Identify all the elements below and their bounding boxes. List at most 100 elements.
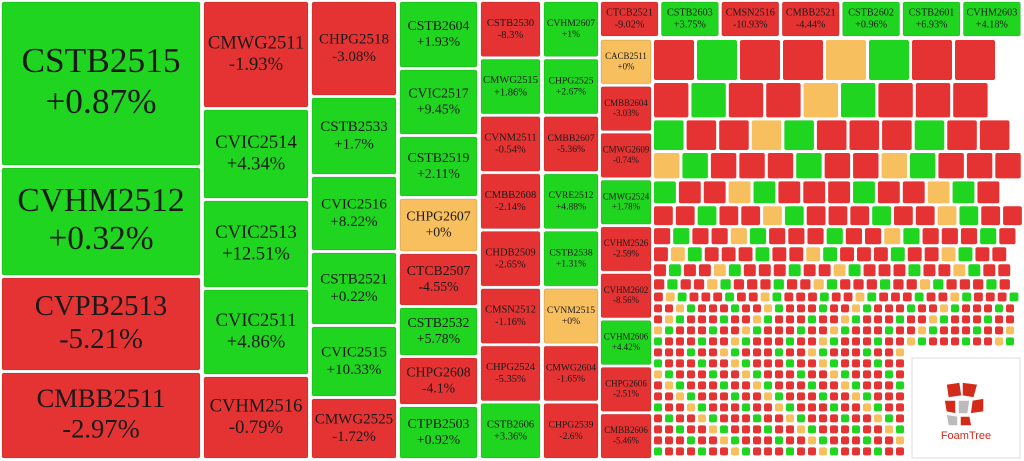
tile-name: CHPG2518 bbox=[319, 32, 389, 48]
minor-tile bbox=[885, 447, 893, 456]
minor-tile bbox=[786, 425, 794, 434]
tile-name: CMWG2511 bbox=[208, 33, 304, 54]
minor-tile bbox=[775, 414, 783, 423]
minor-tile bbox=[891, 292, 900, 302]
minor-tile bbox=[687, 247, 702, 262]
minor-tile bbox=[753, 447, 761, 456]
minor-tile bbox=[830, 414, 838, 423]
minor-tile bbox=[763, 206, 782, 226]
minor-tile bbox=[907, 304, 915, 313]
minor-tile bbox=[841, 370, 849, 379]
tile bbox=[399, 136, 478, 197]
tile-name: CMSN2516 bbox=[726, 8, 775, 19]
minor-tile bbox=[740, 40, 780, 80]
minor-tile bbox=[736, 292, 746, 302]
minor-tile bbox=[670, 247, 685, 262]
minor-tile bbox=[676, 436, 684, 445]
minor-tile bbox=[676, 425, 684, 434]
minor-tile bbox=[693, 279, 705, 290]
minor-tile bbox=[841, 348, 849, 357]
tile bbox=[203, 109, 309, 199]
minor-tile bbox=[786, 370, 794, 379]
tile-name: CVIC2515 bbox=[321, 345, 387, 361]
minor-tile bbox=[686, 120, 717, 150]
minor-tile bbox=[852, 436, 860, 445]
minor-tile bbox=[841, 414, 849, 423]
minor-tile bbox=[665, 348, 673, 357]
minor-tile bbox=[830, 447, 838, 456]
minor-tile bbox=[728, 264, 741, 277]
minor-tile bbox=[966, 152, 993, 179]
minor-tile bbox=[893, 264, 906, 277]
minor-tile bbox=[675, 206, 695, 226]
minor-tile bbox=[852, 326, 860, 335]
minor-tile bbox=[654, 40, 694, 80]
minor-tile bbox=[974, 292, 983, 302]
minor-tile bbox=[896, 315, 904, 324]
minor-tile bbox=[731, 370, 739, 379]
minor-tile bbox=[830, 403, 838, 412]
minor-tile bbox=[853, 279, 864, 290]
minor-tile bbox=[687, 425, 695, 434]
minor-tile bbox=[885, 381, 893, 390]
minor-tile bbox=[728, 181, 751, 204]
minor-tile bbox=[959, 206, 979, 226]
minor-tile bbox=[767, 152, 794, 179]
minor-tile bbox=[909, 152, 936, 179]
tile-name: CHPG2539 bbox=[549, 420, 594, 431]
minor-tile bbox=[678, 181, 701, 204]
minor-tile bbox=[742, 315, 750, 324]
minor-tile bbox=[808, 414, 816, 423]
minor-tile bbox=[845, 228, 863, 245]
minor-tile bbox=[720, 381, 728, 390]
minor-tile bbox=[947, 120, 977, 150]
minor-tile bbox=[786, 403, 794, 412]
tile-value: +1.7% bbox=[334, 136, 374, 152]
minor-tile bbox=[855, 292, 865, 302]
minor-tile bbox=[896, 337, 904, 346]
minor-tile bbox=[665, 425, 673, 434]
tile bbox=[399, 406, 478, 459]
minor-tile bbox=[753, 359, 761, 368]
minor-tile bbox=[808, 292, 817, 302]
minor-tile bbox=[828, 206, 848, 226]
tile-value: -10.93% bbox=[733, 19, 768, 30]
minor-tile bbox=[698, 304, 706, 313]
minor-tile bbox=[764, 392, 772, 401]
tile-name: CMWG2515 bbox=[483, 75, 538, 86]
minor-tile bbox=[1003, 206, 1022, 226]
minor-tile bbox=[654, 206, 673, 226]
minor-tile bbox=[885, 359, 893, 368]
tile bbox=[902, 1, 961, 37]
minor-tile bbox=[775, 403, 783, 412]
tile-value: -4.1% bbox=[422, 380, 455, 395]
minor-tile bbox=[741, 206, 761, 226]
minor-tile bbox=[938, 292, 948, 302]
tile-value: -1.65% bbox=[557, 373, 585, 384]
minor-tile bbox=[720, 279, 731, 290]
tile-name: CHPG2524 bbox=[486, 362, 536, 373]
minor-tile bbox=[676, 370, 684, 379]
minor-tile bbox=[840, 279, 851, 290]
minor-tile bbox=[818, 264, 831, 277]
minor-tile bbox=[946, 279, 957, 290]
minor-tile bbox=[707, 279, 718, 290]
tile-name: CVHM2512 bbox=[17, 182, 184, 219]
minor-tile bbox=[709, 315, 717, 324]
tile-name: CVHM2606 bbox=[604, 332, 649, 342]
minor-tile bbox=[676, 414, 684, 423]
minor-tile bbox=[999, 228, 1016, 245]
minor-tile bbox=[896, 414, 904, 423]
minor-tile bbox=[680, 279, 691, 290]
minor-tile bbox=[819, 447, 827, 456]
tile-value: +4.42% bbox=[612, 342, 641, 352]
tile bbox=[480, 345, 541, 402]
minor-tile bbox=[654, 436, 662, 445]
minor-tile bbox=[849, 120, 880, 150]
minor-tile bbox=[885, 315, 893, 324]
minor-tile bbox=[975, 247, 990, 262]
minor-tile bbox=[753, 315, 761, 324]
minor-tile bbox=[689, 292, 699, 302]
minor-tile bbox=[885, 337, 893, 346]
tile-value: -4.44% bbox=[796, 19, 826, 30]
